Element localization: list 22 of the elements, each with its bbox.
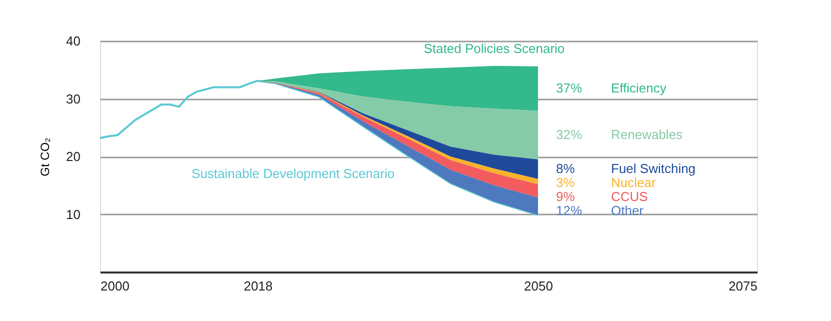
line-series bbox=[99, 80, 539, 216]
annotation: 37% bbox=[556, 80, 582, 96]
annotation: 9% bbox=[556, 189, 576, 204]
text: CCUS bbox=[611, 189, 648, 204]
y-tick-label: 10 bbox=[66, 206, 80, 222]
annotation: Stated Policies Scenario bbox=[424, 40, 565, 56]
x-tick-label: 2000 bbox=[100, 278, 130, 294]
annotation: 3% bbox=[556, 175, 576, 190]
annotation: 32% bbox=[556, 127, 582, 142]
text: Fuel Switching bbox=[611, 161, 696, 176]
x-tick-label: 2018 bbox=[244, 278, 273, 294]
y-tick-label: 30 bbox=[66, 91, 80, 106]
x-tick-label: 2075 bbox=[728, 278, 758, 294]
annotation: Sustainable Development Scenario bbox=[192, 166, 395, 181]
x-tick-label: 2050 bbox=[524, 278, 553, 294]
text: Renewables bbox=[611, 127, 684, 142]
text: Nuclear bbox=[611, 175, 656, 190]
y-tick-label: 20 bbox=[66, 149, 80, 164]
annotation: 8% bbox=[556, 161, 576, 176]
y-axis-title: Gt CO₂ bbox=[38, 137, 52, 176]
text: Efficiency bbox=[611, 80, 667, 96]
y-tick-label: 40 bbox=[66, 34, 80, 48]
